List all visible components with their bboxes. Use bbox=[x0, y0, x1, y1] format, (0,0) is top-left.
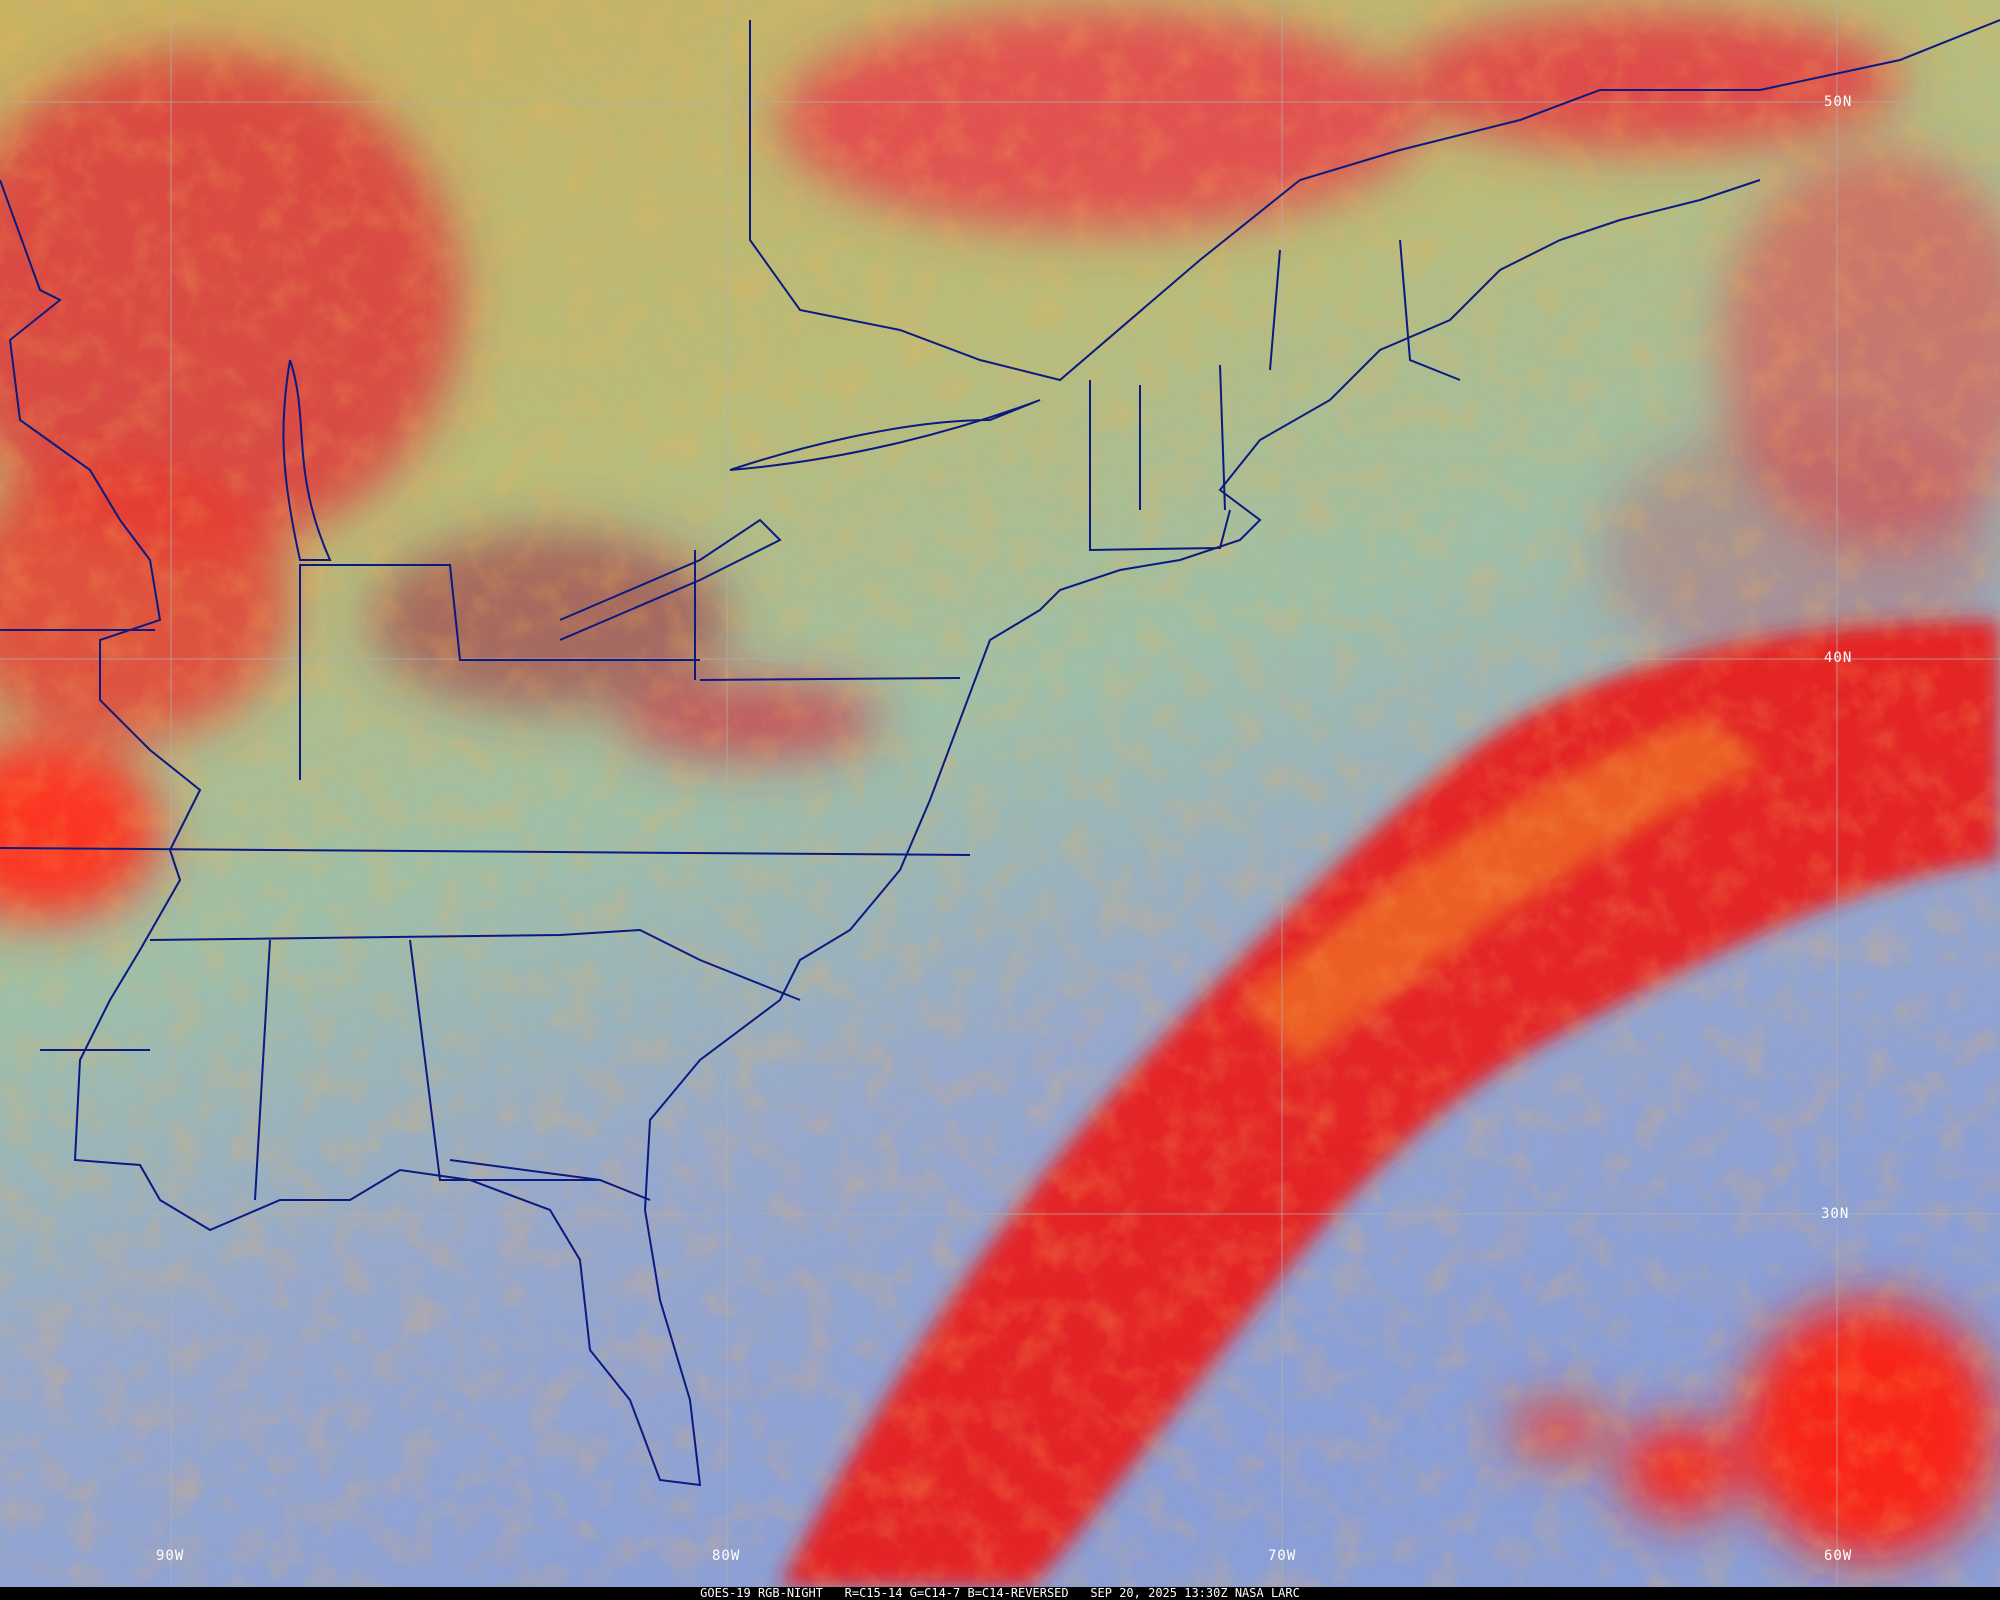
lon-label-60w: 60W bbox=[1824, 1548, 1853, 1564]
lon-label-80w: 80W bbox=[712, 1548, 741, 1564]
lat-label-40n: 40N bbox=[1824, 650, 1853, 666]
lon-label-70w: 70W bbox=[1268, 1548, 1297, 1564]
lat-label-30n: 30N bbox=[1821, 1206, 1850, 1222]
lat-label-50n: 50N bbox=[1824, 94, 1853, 110]
political-boundaries bbox=[0, 19, 2000, 1487]
caption-datetime: SEP 20, 2025 13:30Z bbox=[1090, 1586, 1228, 1600]
caption-product: GOES-19 RGB-NIGHT bbox=[700, 1586, 823, 1600]
caption-source: NASA LARC bbox=[1234, 1586, 1300, 1600]
caption-channels: R=C15-14 G=C14-7 B=C14-REVERSED bbox=[844, 1586, 1069, 1600]
lon-label-90w: 90W bbox=[156, 1548, 185, 1564]
image-caption-bar: GOES-19 RGB-NIGHT R=C15-14 G=C14-7 B=C14… bbox=[0, 1587, 2000, 1600]
